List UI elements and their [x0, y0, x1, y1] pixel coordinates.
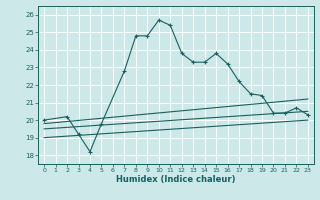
X-axis label: Humidex (Indice chaleur): Humidex (Indice chaleur) — [116, 175, 236, 184]
